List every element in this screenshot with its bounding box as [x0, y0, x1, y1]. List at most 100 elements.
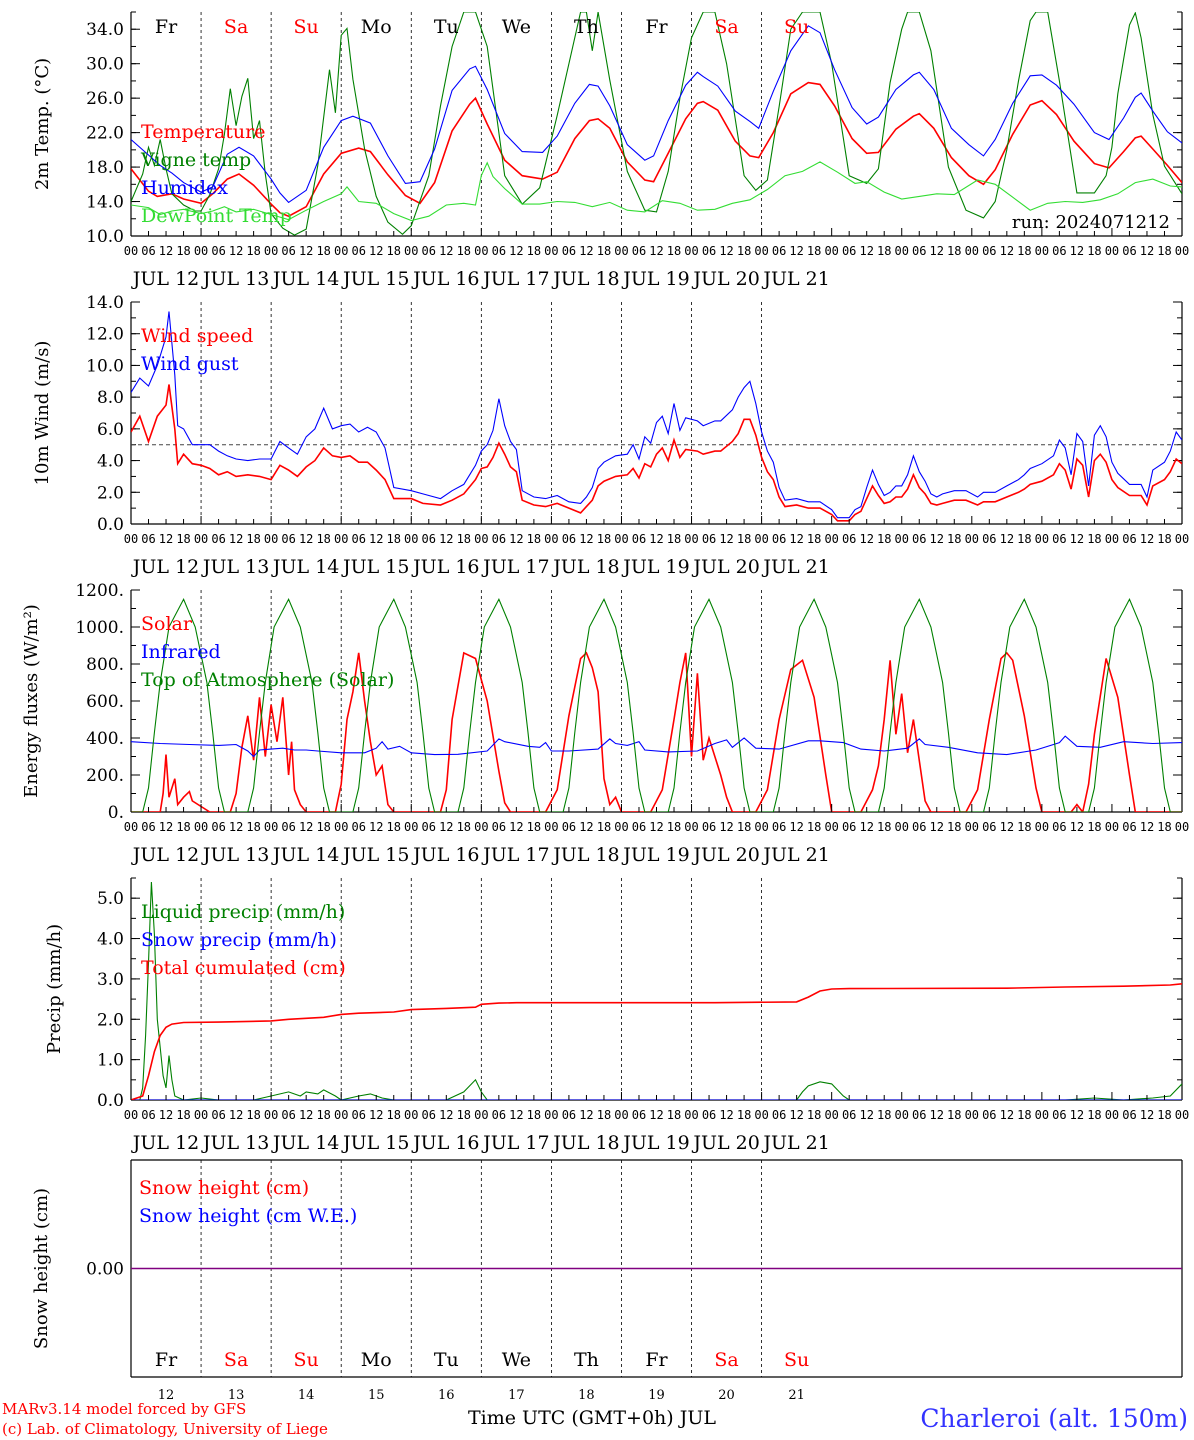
x-hour-label: 06: [1052, 532, 1066, 546]
x-hour-label: 18: [1157, 532, 1171, 546]
x-hour-label: 00: [544, 532, 558, 546]
x-hour-label: 00: [824, 1108, 838, 1122]
x-date-label: JUL 13: [201, 844, 269, 866]
x-hour-label: 06: [632, 820, 646, 834]
x-hour-label: 06: [1122, 1108, 1136, 1122]
x-hour-label: 00: [1105, 532, 1119, 546]
x-hour-label: 00: [965, 532, 979, 546]
x-hour-label: 00: [474, 244, 488, 258]
x-hour-label: 18: [1087, 1108, 1101, 1122]
x-hour-label: 12: [369, 532, 383, 546]
x-hour-label: 00: [124, 1108, 138, 1122]
x-hour-label: 18: [597, 244, 611, 258]
y-tick-label: 1000.: [75, 618, 124, 638]
x-hour-label: 06: [562, 820, 576, 834]
day-name-label: Sa: [224, 1349, 248, 1371]
x-hour-label: 06: [1122, 532, 1136, 546]
x-hour-label: 06: [422, 532, 436, 546]
x-hour-label: 12: [369, 1108, 383, 1122]
day-name-label: Sa: [224, 16, 248, 38]
series-group: [131, 311, 1182, 522]
x-hour-label: 18: [1017, 820, 1031, 834]
x-hour-label: 18: [527, 532, 541, 546]
x-hour-label: 06: [281, 532, 295, 546]
x-date-label: JUL 19: [621, 268, 689, 290]
series-group: [131, 12, 1182, 236]
y-tick-label: 400.: [86, 729, 124, 749]
panel-2: 0.0 2.0 4.0 6.0 8.0 10.0 12.0 14.0 10m Wind (m/s…: [32, 293, 1189, 578]
x-hour-label: 12: [649, 244, 663, 258]
x-hour-label: 18: [316, 244, 330, 258]
series-line-wind-speed: [131, 384, 1182, 522]
x-hour-label: 18: [1087, 532, 1101, 546]
x-hour-label: 00: [684, 244, 698, 258]
day-number-label: 18: [578, 1388, 595, 1403]
x-date-label: JUL 13: [201, 556, 269, 578]
x-hour-label: 12: [930, 244, 944, 258]
x-hour-label: 12: [509, 244, 523, 258]
x-date-label: JUL 14: [271, 844, 339, 866]
x-date-label: JUL 20: [691, 1132, 759, 1154]
legend-entry: Snow precip (mm/h): [141, 929, 337, 951]
x-hour-label: 18: [387, 820, 401, 834]
x-date-label: JUL 20: [691, 844, 759, 866]
x-date-label: JUL 14: [271, 268, 339, 290]
x-hour-label: 00: [965, 1108, 979, 1122]
y-tick-label: 6.0: [97, 420, 124, 440]
x-hour-label: 00: [194, 820, 208, 834]
x-hour-label: 06: [702, 1108, 716, 1122]
x-hour-label: 06: [912, 244, 926, 258]
x-date-label: JUL 12: [131, 268, 199, 290]
x-date-label: JUL 13: [201, 268, 269, 290]
day-name-label: Th: [574, 1349, 599, 1371]
x-hour-label: 06: [351, 244, 365, 258]
x-hour-label: 12: [859, 820, 873, 834]
x-hour-label: 18: [527, 244, 541, 258]
x-hour-label: 18: [176, 532, 190, 546]
x-date-label: JUL 15: [341, 844, 409, 866]
x-hour-label: 12: [439, 1108, 453, 1122]
x-hour-label: 00: [824, 532, 838, 546]
footer: MARv3.14 model forced by GFS (c) Lab. of…: [2, 1400, 1188, 1438]
x-hour-label: 00: [404, 1108, 418, 1122]
x-hour-label: 00: [824, 820, 838, 834]
x-hour-label: 18: [387, 1108, 401, 1122]
legend-entry: Total cumulated (cm): [141, 957, 346, 979]
x-hour-label: 18: [246, 244, 260, 258]
x-hour-label: 12: [229, 244, 243, 258]
meteogram-panels: 10.0 14.0 18.0 22.0 26.0 30.0 34.0 2m Temp. (°C…: [21, 11, 1189, 1403]
x-hour-label: 00: [124, 532, 138, 546]
panel-3: 0. 200. 400. 600. 800. 1000. 1200. Energy fluxe…: [21, 581, 1189, 866]
series-line-liquid-precip-mm-h-: [131, 881, 1182, 1100]
x-hour-label: 06: [351, 532, 365, 546]
x-date-label: JUL 13: [201, 1132, 269, 1154]
x-hour-label: 12: [1000, 244, 1014, 258]
x-hour-label: 18: [1087, 820, 1101, 834]
day-name-label: Mo: [361, 16, 392, 38]
x-hour-label: 12: [1070, 532, 1084, 546]
x-hour-label: 18: [947, 1108, 961, 1122]
x-hour-label: 06: [702, 532, 716, 546]
x-hour-label: 18: [246, 1108, 260, 1122]
x-hour-label: 00: [334, 532, 348, 546]
x-hour-label: 00: [754, 532, 768, 546]
x-date-label: JUL 12: [131, 1132, 199, 1154]
x-date-label: JUL 17: [481, 268, 549, 290]
y-tick-label: 8.0: [97, 388, 124, 408]
x-hour-label: 00: [544, 1108, 558, 1122]
x-hour-label: 00: [474, 820, 488, 834]
x-hour-label: 00: [194, 532, 208, 546]
series-line-humidex: [131, 25, 1182, 204]
x-hour-label: 06: [281, 1108, 295, 1122]
y-tick-label: 600.: [86, 692, 124, 712]
x-hour-label: 12: [229, 820, 243, 834]
x-hour-label: 18: [737, 1108, 751, 1122]
x-hour-label: 00: [194, 1108, 208, 1122]
x-hour-label: 06: [842, 244, 856, 258]
x-hour-label: 00: [965, 820, 979, 834]
x-hour-label: 06: [562, 244, 576, 258]
y-tick-label: 0.: [108, 803, 124, 823]
x-hour-label: 18: [457, 1108, 471, 1122]
x-hour-label: 00: [1035, 532, 1049, 546]
x-hour-label: 18: [246, 820, 260, 834]
